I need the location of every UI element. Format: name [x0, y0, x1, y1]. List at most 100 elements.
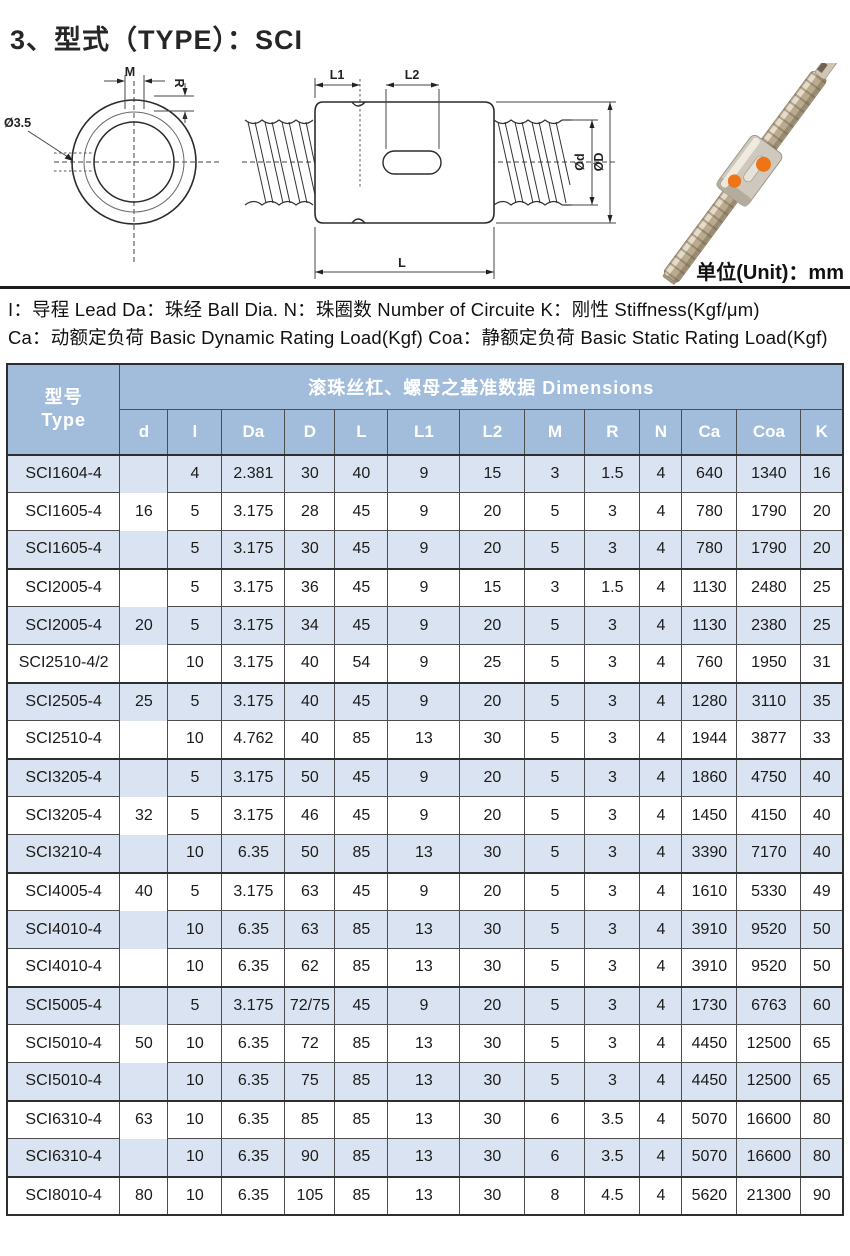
spec-cell-l: 5 — [167, 871, 223, 911]
spec-cell-Da: 2.381 — [221, 453, 286, 493]
spec-cell-l: 10 — [167, 720, 223, 759]
spec-cell-R: 3.5 — [584, 1138, 641, 1177]
table-row: SCI6310-4 10 6.35 90 85 13 30 6 3.5 4 5070 16600 80 — [6, 1138, 844, 1177]
spec-cell-M: 5 — [524, 1024, 586, 1063]
spec-cell-R: 3 — [584, 985, 641, 1025]
spec-cell-Ca: 1130 — [681, 606, 738, 645]
spec-cell-Ca: 780 — [681, 530, 738, 569]
spec-cell-L1: 9 — [387, 492, 461, 531]
spec-cell-l: 5 — [167, 985, 223, 1025]
spec-cell-L1: 9 — [387, 453, 461, 493]
spec-cell-l: 10 — [167, 1175, 223, 1215]
spec-cell-R: 3 — [584, 720, 641, 759]
spec-cell-M: 5 — [524, 492, 586, 531]
spec-cell-L: 45 — [334, 871, 389, 911]
spec-cell-Ca: 5070 — [681, 1138, 738, 1177]
spec-cell-Ca: 1130 — [681, 567, 738, 607]
dim-label-l1: L1 — [330, 68, 345, 82]
spec-cell-Da: 6.35 — [221, 948, 286, 987]
spec-cell-K: 50 — [800, 910, 844, 949]
page-title: 3、型式（TYPE）：SCI — [10, 25, 304, 55]
spec-cell-L2: 30 — [459, 1099, 526, 1139]
spec-cell-R: 3 — [584, 492, 641, 531]
spec-cell-L1: 9 — [387, 644, 461, 683]
spec-cell-N: 4 — [639, 796, 683, 835]
table-row: SCI5005-4 5 3.175 72/75 45 9 20 5 3 4 1730 6763 60 — [6, 985, 844, 1025]
spec-cell-M: 5 — [524, 910, 586, 949]
spec-cell-L1: 13 — [387, 1138, 461, 1177]
spec-cell-Ca: 3390 — [681, 834, 738, 873]
spec-cell-L: 45 — [334, 606, 389, 645]
spec-cell-Da: 6.35 — [221, 1024, 286, 1063]
spec-cell-D: 40 — [284, 681, 336, 721]
spec-cell-Da: 6.35 — [221, 1138, 286, 1177]
spec-cell-Da: 6.35 — [221, 834, 286, 873]
product-photo — [662, 63, 838, 285]
spec-cell-M: 5 — [524, 796, 586, 835]
spec-cell-Ca: 4450 — [681, 1024, 738, 1063]
spec-cell-L1: 13 — [387, 1175, 461, 1215]
spec-cell-R: 3 — [584, 757, 641, 797]
d-cell: 63 — [119, 1099, 169, 1139]
spec-cell-Ca: 1860 — [681, 757, 738, 797]
col-header-k: K — [800, 409, 844, 455]
dim-label-l: L — [398, 256, 406, 270]
spec-cell-l: 5 — [167, 757, 223, 797]
spec-cell-Da: 3.175 — [221, 567, 286, 607]
d-cell — [119, 834, 169, 873]
type-cell: SCI4010-4 — [6, 910, 121, 949]
spec-table-body: SCI1604-4 4 2.381 30 40 9 15 3 1.5 4 640 1340 16 SCI1… — [6, 453, 844, 1215]
spec-cell-l: 5 — [167, 567, 223, 607]
spec-cell-K: 50 — [800, 948, 844, 987]
table-row: SCI1605-4 16 5 3.175 28 45 9 20 5 3 4 780 1790 20 — [6, 492, 844, 531]
spec-cell-N: 4 — [639, 453, 683, 493]
spec-cell-M: 5 — [524, 681, 586, 721]
type-cell: SCI2510-4/2 — [6, 644, 121, 683]
spec-cell-l: 5 — [167, 681, 223, 721]
spec-table: 型号 Type 滚珠丝杠、螺母之基准数据 Dimensions d l Da D L L1… — [5, 362, 845, 1216]
spec-cell-K: 40 — [800, 796, 844, 835]
spec-cell-l: 10 — [167, 1062, 223, 1101]
table-row: SCI4005-4 40 5 3.175 63 45 9 20 5 3 4 1610 5330 49 — [6, 871, 844, 911]
spec-cell-Da: 6.35 — [221, 1099, 286, 1139]
spec-cell-l: 5 — [167, 796, 223, 835]
spec-cell-R: 3 — [584, 644, 641, 683]
spec-cell-N: 4 — [639, 644, 683, 683]
spec-cell-L: 85 — [334, 1062, 389, 1101]
type-label-en: Type — [41, 410, 86, 430]
d-cell — [119, 910, 169, 949]
spec-cell-Ca: 4450 — [681, 1062, 738, 1101]
spec-cell-Da: 3.175 — [221, 985, 286, 1025]
spec-cell-Coa: 5330 — [736, 871, 802, 911]
spec-cell-D: 28 — [284, 492, 336, 531]
dim-label-od-nut: ØD — [592, 153, 606, 172]
spec-cell-R: 3 — [584, 871, 641, 911]
spec-cell-D: 72 — [284, 1024, 336, 1063]
spec-cell-N: 4 — [639, 1024, 683, 1063]
spec-cell-M: 3 — [524, 567, 586, 607]
col-header-l2: L2 — [459, 409, 526, 455]
spec-cell-l: 10 — [167, 948, 223, 987]
type-cell: SCI3205-4 — [6, 796, 121, 835]
dimensions-header: 滚珠丝杠、螺母之基准数据 Dimensions — [119, 363, 844, 410]
spec-cell-K: 40 — [800, 757, 844, 797]
spec-cell-D: 63 — [284, 910, 336, 949]
spec-cell-M: 5 — [524, 948, 586, 987]
d-cell — [119, 1062, 169, 1101]
spec-cell-D: 75 — [284, 1062, 336, 1101]
spec-cell-N: 4 — [639, 1099, 683, 1139]
spec-cell-Ca: 1280 — [681, 681, 738, 721]
spec-cell-K: 49 — [800, 871, 844, 911]
spec-cell-N: 4 — [639, 720, 683, 759]
spec-cell-L2: 30 — [459, 948, 526, 987]
spec-cell-Da: 6.35 — [221, 910, 286, 949]
spec-cell-K: 90 — [800, 1175, 844, 1215]
spec-cell-Ca: 1944 — [681, 720, 738, 759]
spec-cell-Ca: 760 — [681, 644, 738, 683]
table-row: SCI2505-4 25 5 3.175 40 45 9 20 5 3 4 1280 3110 35 — [6, 681, 844, 721]
table-row: SCI3205-4 5 3.175 50 45 9 20 5 3 4 1860 4750 40 — [6, 757, 844, 797]
spec-cell-L1: 13 — [387, 1099, 461, 1139]
spec-cell-L1: 9 — [387, 567, 461, 607]
spec-cell-l: 4 — [167, 453, 223, 493]
dim-label-l2: L2 — [405, 68, 420, 82]
